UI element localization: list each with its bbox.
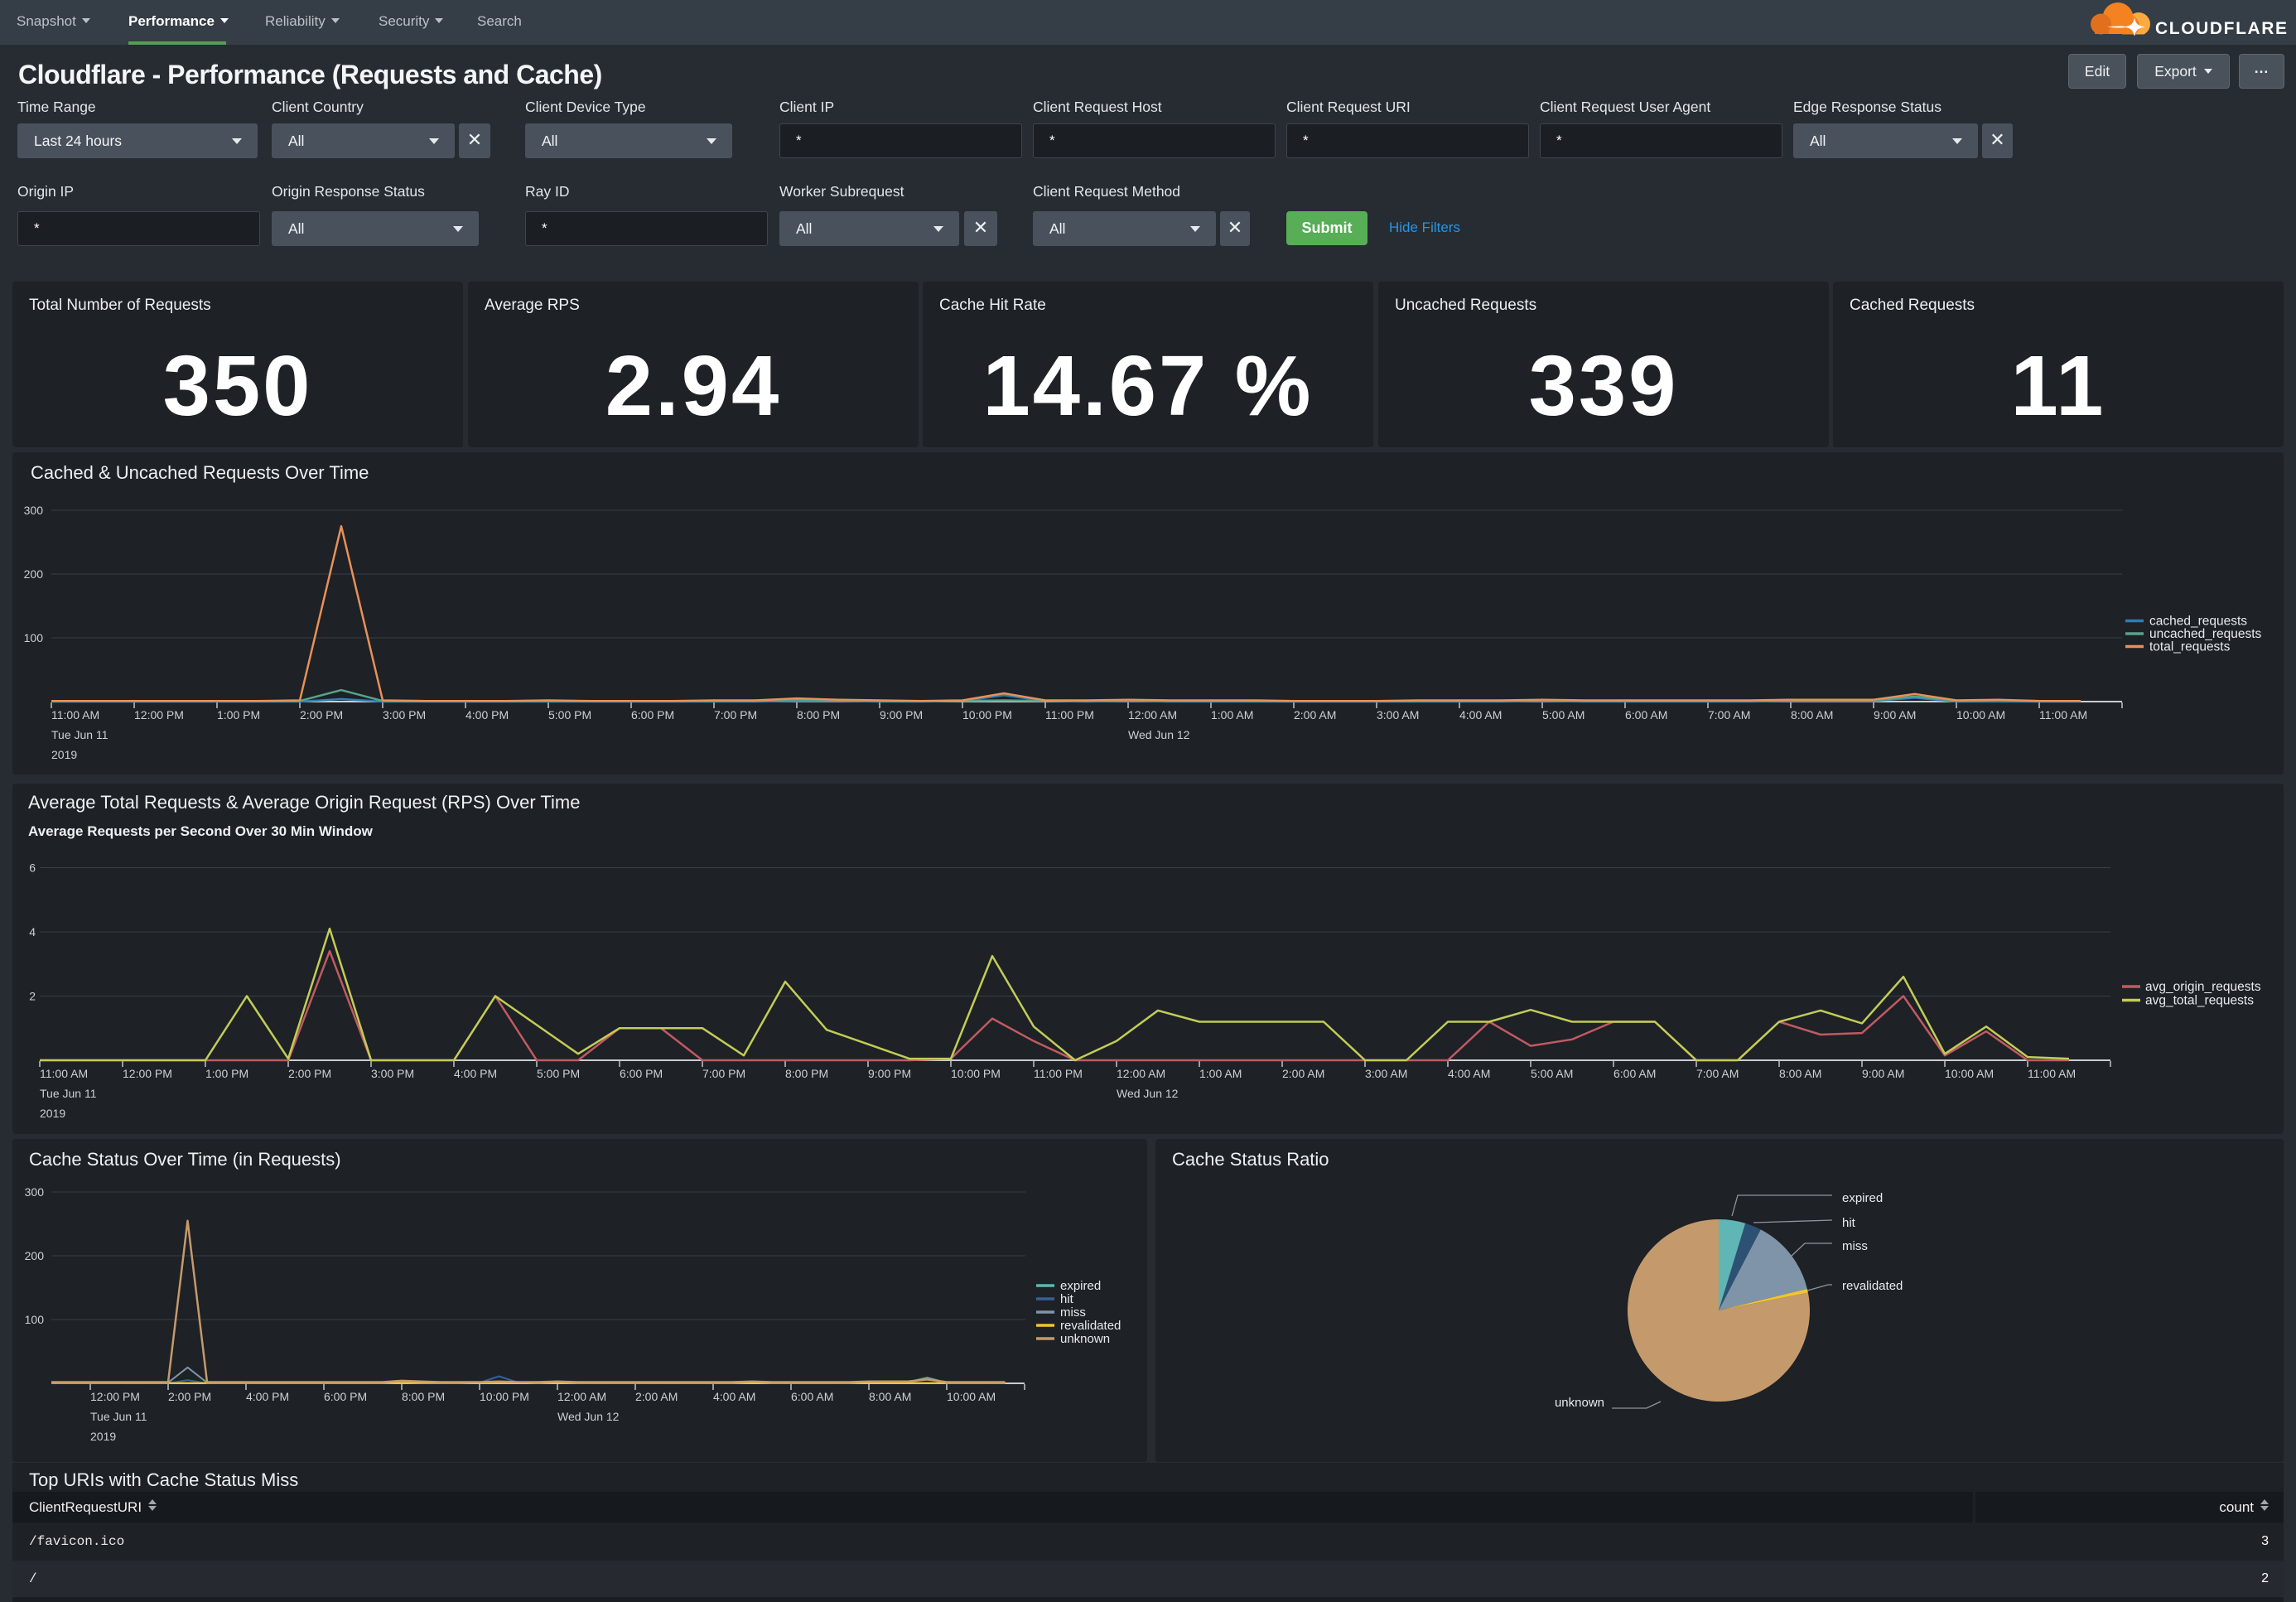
svg-text:6:00 AM: 6:00 AM xyxy=(1625,708,1667,721)
svg-text:8:00 PM: 8:00 PM xyxy=(797,708,840,721)
svg-text:5:00 PM: 5:00 PM xyxy=(548,708,591,721)
svg-text:12:00 PM: 12:00 PM xyxy=(123,1067,172,1080)
svg-text:revalidated: revalidated xyxy=(1060,1319,1121,1333)
svg-text:2:00 PM: 2:00 PM xyxy=(168,1390,211,1403)
svg-text:2:00 AM: 2:00 AM xyxy=(1282,1067,1324,1080)
svg-text:8:00 AM: 8:00 AM xyxy=(1791,708,1833,721)
svg-text:1:00 AM: 1:00 AM xyxy=(1199,1067,1242,1080)
svg-text:6:00 AM: 6:00 AM xyxy=(791,1390,833,1403)
svg-text:2:00 PM: 2:00 PM xyxy=(300,708,343,721)
svg-text:6: 6 xyxy=(29,861,36,875)
svg-text:7:00 AM: 7:00 AM xyxy=(1696,1067,1739,1080)
svg-text:Tue Jun 11: Tue Jun 11 xyxy=(40,1087,97,1100)
svg-text:6:00 PM: 6:00 PM xyxy=(324,1390,367,1403)
svg-text:12:00 AM: 12:00 AM xyxy=(1117,1067,1165,1080)
svg-text:2:00 AM: 2:00 AM xyxy=(635,1390,678,1403)
svg-text:miss: miss xyxy=(1060,1305,1086,1320)
svg-text:expired: expired xyxy=(1060,1279,1101,1293)
svg-text:4:00 PM: 4:00 PM xyxy=(246,1390,289,1403)
svg-text:Tue Jun 11: Tue Jun 11 xyxy=(51,728,109,741)
svg-text:12:00 PM: 12:00 PM xyxy=(90,1390,140,1403)
svg-text:Wed Jun 12: Wed Jun 12 xyxy=(557,1410,620,1423)
svg-text:300: 300 xyxy=(24,504,44,517)
svg-text:Wed Jun 12: Wed Jun 12 xyxy=(1117,1087,1179,1100)
svg-text:8:00 PM: 8:00 PM xyxy=(785,1067,828,1080)
svg-text:11:00 AM: 11:00 AM xyxy=(2028,1067,2076,1080)
svg-text:300: 300 xyxy=(25,1185,45,1199)
svg-text:10:00 PM: 10:00 PM xyxy=(480,1390,529,1403)
svg-text:10:00 AM: 10:00 AM xyxy=(947,1390,996,1403)
svg-text:2019: 2019 xyxy=(40,1107,65,1120)
svg-text:7:00 PM: 7:00 PM xyxy=(702,1067,745,1080)
svg-text:8:00 AM: 8:00 AM xyxy=(1779,1067,1821,1080)
svg-text:4: 4 xyxy=(29,925,36,939)
svg-text:5:00 AM: 5:00 AM xyxy=(1531,1067,1573,1080)
svg-text:miss: miss xyxy=(1842,1239,1868,1253)
svg-text:hit: hit xyxy=(1060,1292,1074,1306)
svg-text:uncached_requests: uncached_requests xyxy=(2149,627,2262,641)
svg-text:12:00 PM: 12:00 PM xyxy=(134,708,184,721)
svg-text:11:00 AM: 11:00 AM xyxy=(51,708,99,721)
svg-text:1:00 AM: 1:00 AM xyxy=(1211,708,1253,721)
svg-text:8:00 PM: 8:00 PM xyxy=(402,1390,445,1403)
svg-text:100: 100 xyxy=(24,631,44,644)
svg-text:unknown: unknown xyxy=(1555,1396,1604,1410)
svg-text:total_requests: total_requests xyxy=(2149,640,2231,654)
svg-text:6:00 PM: 6:00 PM xyxy=(620,1067,663,1080)
svg-text:6:00 AM: 6:00 AM xyxy=(1613,1067,1656,1080)
svg-text:3:00 PM: 3:00 PM xyxy=(383,708,426,721)
svg-text:Tue Jun 11: Tue Jun 11 xyxy=(90,1410,147,1423)
svg-text:9:00 PM: 9:00 PM xyxy=(880,708,923,721)
svg-text:1:00 PM: 1:00 PM xyxy=(205,1067,248,1080)
svg-text:9:00 PM: 9:00 PM xyxy=(868,1067,911,1080)
svg-text:10:00 AM: 10:00 AM xyxy=(1945,1067,1994,1080)
svg-text:revalidated: revalidated xyxy=(1842,1279,1903,1293)
svg-text:avg_origin_requests: avg_origin_requests xyxy=(2145,980,2261,994)
svg-text:12:00 AM: 12:00 AM xyxy=(557,1390,606,1403)
svg-text:4:00 PM: 4:00 PM xyxy=(465,708,509,721)
svg-text:7:00 PM: 7:00 PM xyxy=(714,708,757,721)
svg-text:2019: 2019 xyxy=(90,1430,116,1443)
svg-text:11:00 PM: 11:00 PM xyxy=(1045,708,1094,721)
svg-text:11:00 PM: 11:00 PM xyxy=(1034,1067,1083,1080)
svg-text:avg_total_requests: avg_total_requests xyxy=(2145,994,2254,1008)
svg-text:6:00 PM: 6:00 PM xyxy=(631,708,674,721)
svg-text:100: 100 xyxy=(25,1313,45,1326)
svg-text:200: 200 xyxy=(24,567,44,581)
svg-text:2: 2 xyxy=(29,990,36,1003)
svg-text:9:00 AM: 9:00 AM xyxy=(1874,708,1916,721)
svg-text:5:00 AM: 5:00 AM xyxy=(1542,708,1585,721)
svg-text:expired: expired xyxy=(1842,1191,1883,1205)
svg-text:2:00 PM: 2:00 PM xyxy=(288,1067,331,1080)
svg-text:4:00 AM: 4:00 AM xyxy=(713,1390,755,1403)
svg-text:10:00 PM: 10:00 PM xyxy=(962,708,1012,721)
svg-text:8:00 AM: 8:00 AM xyxy=(869,1390,911,1403)
svg-text:10:00 AM: 10:00 AM xyxy=(1956,708,2005,721)
svg-text:5:00 PM: 5:00 PM xyxy=(537,1067,580,1080)
svg-text:10:00 PM: 10:00 PM xyxy=(951,1067,1001,1080)
svg-text:hit: hit xyxy=(1842,1216,1856,1230)
svg-text:unknown: unknown xyxy=(1060,1332,1110,1346)
svg-text:3:00 AM: 3:00 AM xyxy=(1365,1067,1407,1080)
svg-text:200: 200 xyxy=(25,1249,45,1262)
svg-text:Wed Jun 12: Wed Jun 12 xyxy=(1128,728,1190,741)
svg-text:11:00 AM: 11:00 AM xyxy=(40,1067,88,1080)
svg-text:4:00 AM: 4:00 AM xyxy=(1448,1067,1490,1080)
svg-text:11:00 AM: 11:00 AM xyxy=(2039,708,2087,721)
svg-text:4:00 AM: 4:00 AM xyxy=(1459,708,1502,721)
svg-text:4:00 PM: 4:00 PM xyxy=(454,1067,497,1080)
svg-text:2019: 2019 xyxy=(51,748,77,761)
svg-text:7:00 AM: 7:00 AM xyxy=(1708,708,1750,721)
svg-text:12:00 AM: 12:00 AM xyxy=(1128,708,1177,721)
svg-text:3:00 PM: 3:00 PM xyxy=(371,1067,414,1080)
svg-text:1:00 PM: 1:00 PM xyxy=(217,708,260,721)
svg-text:9:00 AM: 9:00 AM xyxy=(1862,1067,1904,1080)
svg-text:2:00 AM: 2:00 AM xyxy=(1294,708,1336,721)
svg-text:cached_requests: cached_requests xyxy=(2149,615,2247,629)
svg-text:3:00 AM: 3:00 AM xyxy=(1377,708,1419,721)
